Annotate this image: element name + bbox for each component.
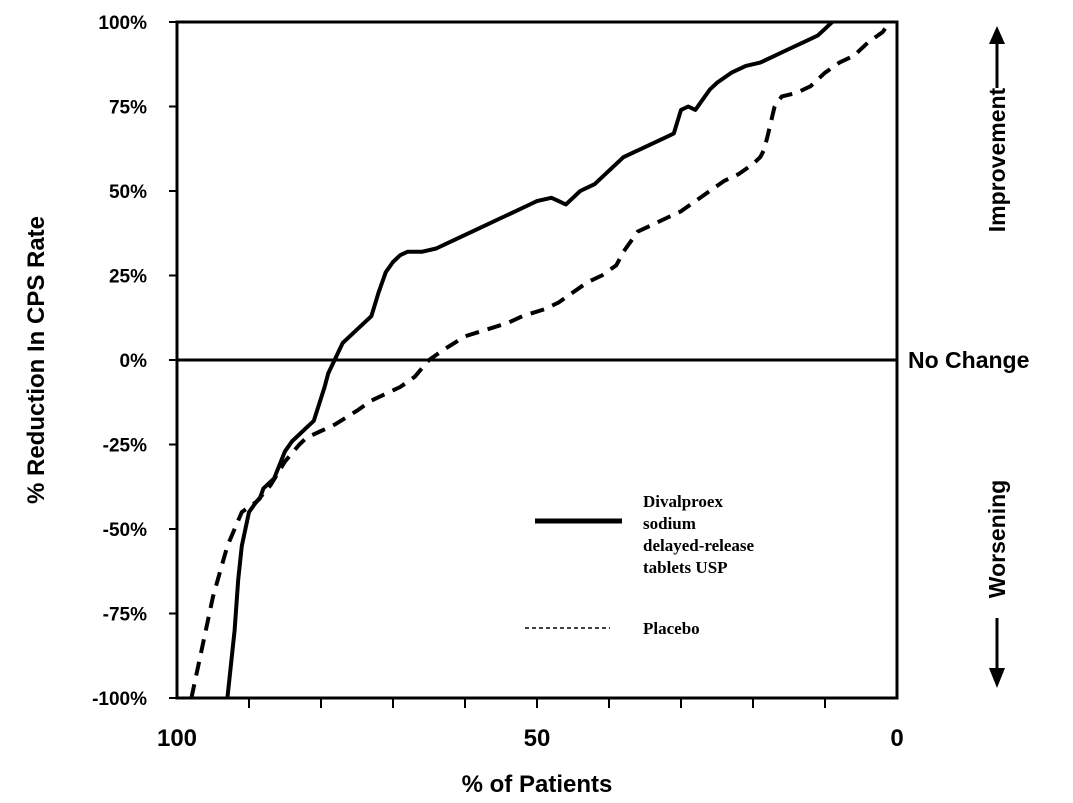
y-tick-label: -25%: [103, 436, 147, 457]
up-arrow-icon: [989, 26, 1005, 44]
improvement-label: Improvement: [984, 87, 1010, 232]
y-tick-label: -75%: [103, 605, 147, 626]
x-tick-label: 100: [157, 725, 197, 752]
x-axis-title: % of Patients: [462, 771, 613, 798]
y-axis-ticks: 100% 75% 50% 25% 0% -25% -50% -75% -100%: [92, 13, 177, 710]
legend-line-3: delayed-release: [643, 536, 755, 555]
series-line-placebo: [189, 20, 892, 699]
y-tick-label: 25%: [109, 267, 147, 288]
legend-label-placebo: Placebo: [643, 619, 700, 638]
worsening-annotation: Worsening: [984, 480, 1010, 688]
y-tick-label: 50%: [109, 182, 147, 203]
y-tick-label: 100%: [98, 13, 147, 34]
legend: Divalproex sodium delayed-release tablet…: [488, 462, 893, 694]
y-tick-label: 0%: [120, 351, 148, 372]
x-tick-label: 0: [890, 725, 903, 752]
y-tick-label: -50%: [103, 520, 147, 541]
y-tick-label: 75%: [109, 98, 147, 119]
y-tick-label: -100%: [92, 689, 147, 710]
legend-line-4: tablets USP: [643, 558, 728, 577]
worsening-label: Worsening: [984, 480, 1010, 598]
series-layer: [189, 20, 892, 699]
x-axis-ticks: 100 50 0: [157, 698, 904, 752]
legend-line-1: Divalproex: [643, 492, 723, 511]
legend-box: [488, 462, 893, 694]
series-line-divalproex: [225, 20, 834, 699]
legend-label-divalproex: Divalproex sodium delayed-release tablet…: [643, 492, 758, 577]
x-tick-label: 50: [524, 725, 551, 752]
legend-line-2: sodium: [643, 514, 696, 533]
y-axis-title: % Reduction In CPS Rate: [23, 216, 50, 504]
down-arrow-icon: [989, 668, 1005, 688]
no-change-label: No Change: [908, 347, 1029, 373]
improvement-annotation: Improvement: [984, 26, 1010, 232]
